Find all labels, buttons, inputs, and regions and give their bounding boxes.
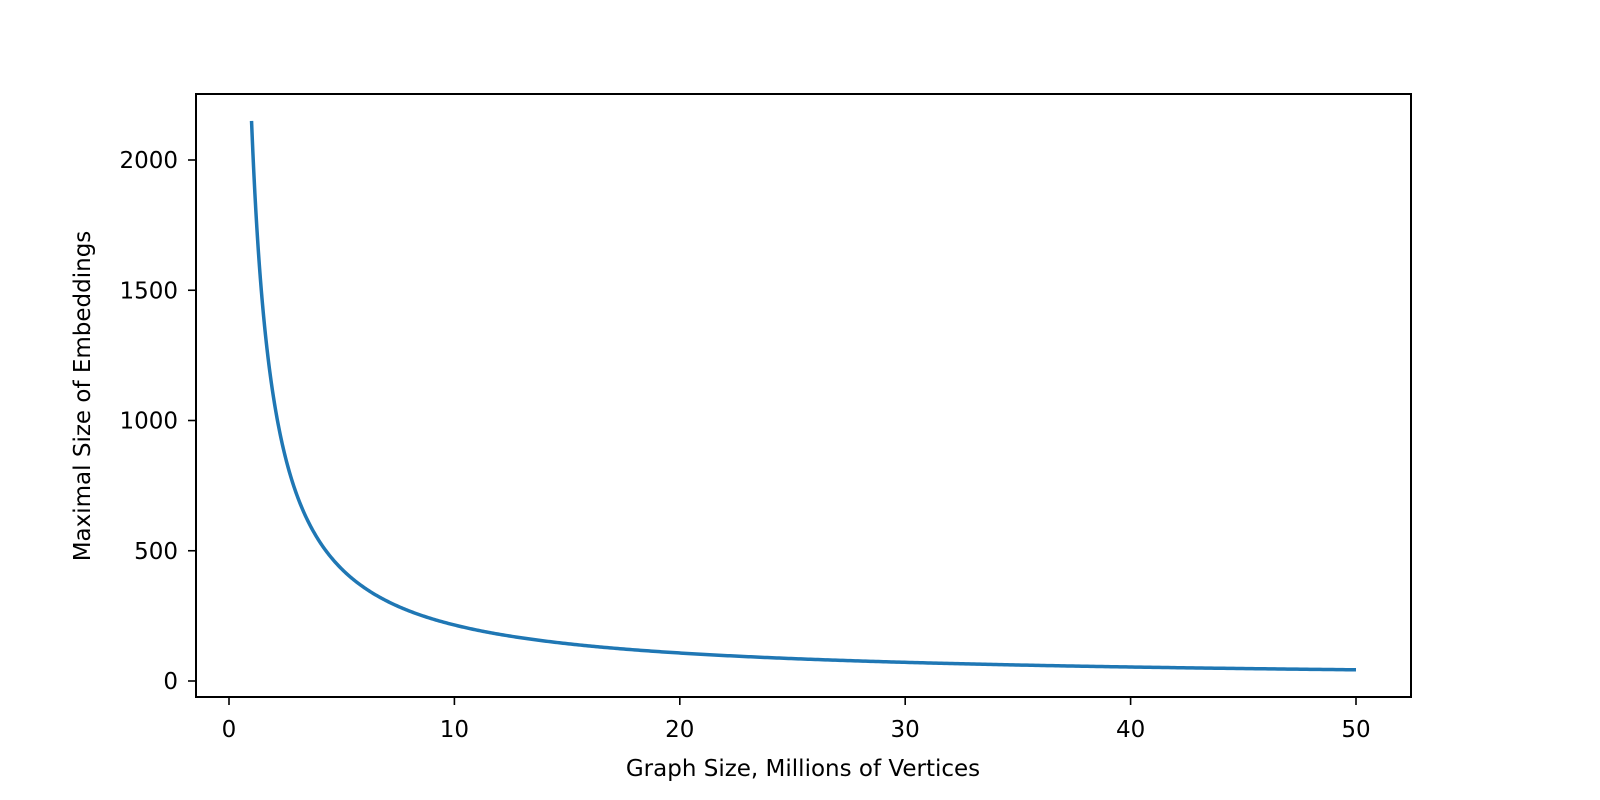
x-tick-label: 10: [440, 717, 469, 743]
y-axis-label: Maximal Size of Embeddings: [70, 231, 96, 562]
y-tick-label: 0: [163, 669, 178, 695]
data-line: [249, 119, 1357, 672]
plot-area: [195, 93, 1412, 698]
y-axis-ticks: 0 500 1000 1500 2000: [119, 148, 196, 695]
x-tick-label: 40: [1116, 717, 1145, 743]
x-tick-label: 0: [222, 717, 237, 743]
axes-frame: [195, 93, 1412, 698]
y-tick-label: 500: [134, 539, 178, 565]
y-tick-label: 1000: [119, 409, 178, 435]
x-tick-label: 20: [665, 717, 694, 743]
x-tick-label: 30: [891, 717, 920, 743]
x-tick-label: 50: [1341, 717, 1370, 743]
x-axis-ticks: 0 10 20 30 40 50: [222, 697, 1371, 743]
y-tick-label: 2000: [119, 148, 178, 174]
x-axis-label: Graph Size, Millions of Vertices: [626, 756, 980, 782]
y-tick-label: 1500: [119, 278, 178, 304]
